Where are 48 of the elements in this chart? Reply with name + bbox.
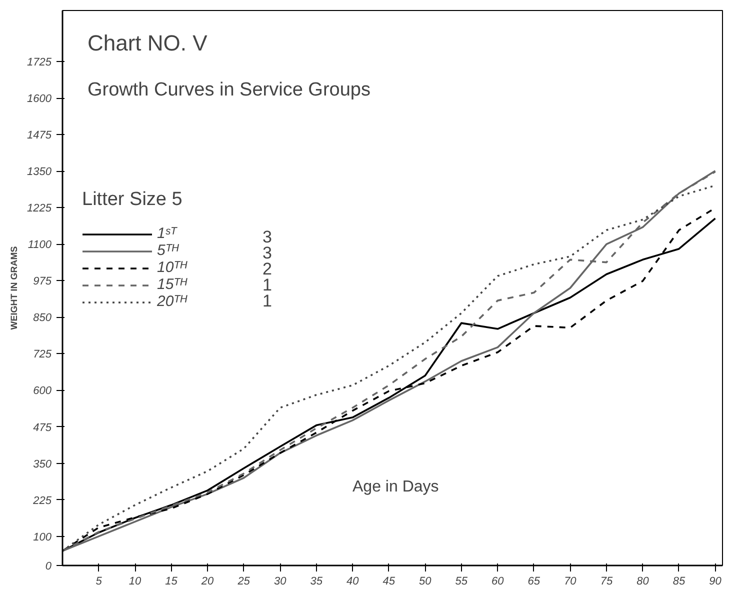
y-tick-label: 350: [33, 458, 52, 470]
x-axis-title: Age in Days: [352, 478, 439, 496]
y-tick-label: 1350: [27, 166, 52, 178]
y-tick-label: 1600: [27, 93, 52, 106]
y-tick-label: 225: [32, 494, 52, 507]
y-tick-label: 600: [33, 385, 52, 398]
y-tick-label: 475: [33, 422, 52, 434]
x-tick-label: 65: [528, 576, 541, 588]
text: Chart NO. V: [88, 30, 208, 56]
x-tick-label: 80: [636, 576, 650, 588]
x-tick-label: 85: [672, 576, 686, 588]
x-tick-label: 90: [709, 576, 722, 588]
x-tick-label: 15: [165, 576, 178, 588]
x-tick-label: 10: [128, 576, 142, 588]
x-tick-label: 35: [310, 576, 324, 588]
x-tick-label: 60: [492, 576, 505, 588]
x-tick-label: 45: [382, 576, 396, 588]
legend-label: 1ˢᵀ: [157, 225, 177, 242]
x-tick-label: 70: [564, 576, 578, 588]
y-tick-label: 975: [33, 276, 52, 288]
y-tick-label: 725: [33, 348, 52, 361]
x-tick-label: 25: [236, 576, 251, 588]
annotation: 3: [262, 228, 272, 246]
y-axis-title: WEIGHT IN GRAMS: [9, 246, 20, 330]
legend-title: Litter Size 5: [82, 189, 184, 211]
y-tick-label: 1225: [27, 202, 52, 215]
x-tick-label: 50: [419, 576, 432, 588]
x-tick-label: 5: [96, 576, 103, 588]
y-tick-label: 1475: [27, 130, 52, 142]
y-tick-label: 1725: [27, 56, 52, 69]
text: Growth Curves in Service Groups: [88, 80, 370, 100]
y-tick-label: 1100: [28, 239, 52, 252]
y-tick-label: 0: [45, 560, 52, 572]
legend-label: 15ᵀᴴ: [157, 276, 187, 293]
x-tick-label: 30: [274, 576, 288, 588]
legend-label: 10ᵀᴴ: [157, 259, 187, 276]
legend-label: 20ᵀᴴ: [157, 293, 187, 310]
x-tick-label: 20: [200, 576, 215, 588]
annotation: 3: [262, 244, 272, 262]
legend-label: 5ᵀᴴ: [157, 242, 178, 259]
annotation: 1: [262, 292, 272, 310]
x-tick-label: 40: [346, 576, 360, 588]
annotation: 1: [262, 276, 272, 294]
y-tick-label: 850: [33, 312, 52, 324]
x-tick-label: 75: [600, 576, 614, 588]
x-tick-label: 55: [455, 576, 468, 588]
annotation: 2: [262, 260, 272, 278]
y-tick-label: 100: [33, 531, 52, 544]
